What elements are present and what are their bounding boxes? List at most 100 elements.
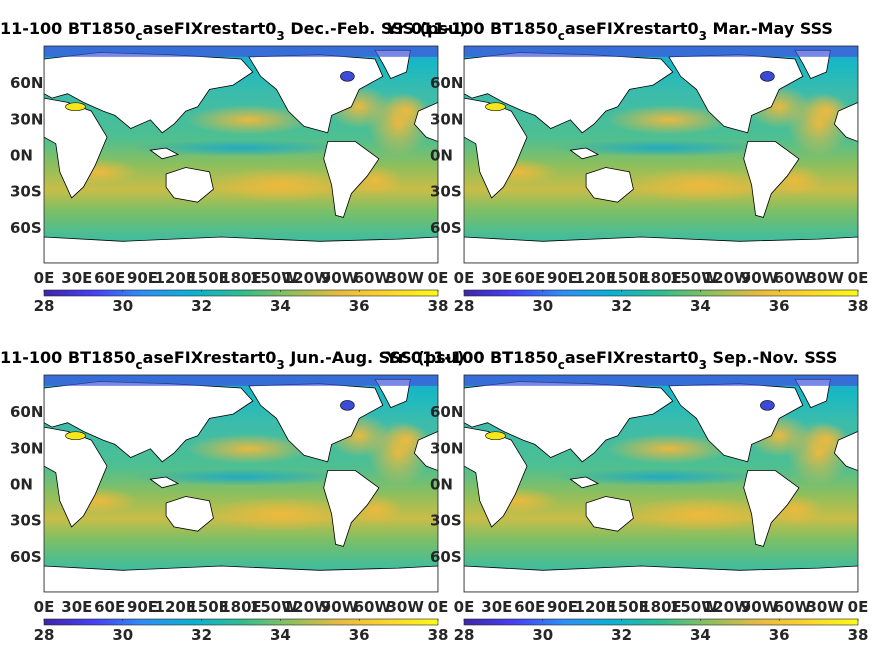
hudson-bay-patch <box>340 400 355 411</box>
atlantic-salty <box>367 91 431 157</box>
land-south-america <box>743 470 800 547</box>
xtick-label: 90E <box>547 269 578 287</box>
arctic-fresh <box>44 46 438 57</box>
xtick-label: 60E <box>94 598 125 616</box>
warm-region <box>629 167 772 203</box>
xtick-label: 120W <box>283 269 331 287</box>
land-south-america <box>743 141 800 218</box>
land-indonesia <box>569 476 600 489</box>
panel-title: 11-100 BT1850caseFIXrestart03 Dec.-Feb. … <box>0 19 467 43</box>
warm-region <box>209 496 352 532</box>
xtick-label: 30E <box>61 269 92 287</box>
colorbar-tick-label: 32 <box>191 297 212 315</box>
land-indonesia <box>149 147 180 160</box>
panel-title: 11-100 BT1850caseFIXrestart03 Jun.-Aug. … <box>0 348 464 372</box>
xtick-label: 30E <box>481 269 512 287</box>
mediterranean-patch <box>65 431 86 441</box>
map-frame <box>43 45 439 264</box>
xtick-label: 120E <box>575 598 617 616</box>
colorbar-tick-label: 36 <box>769 626 790 644</box>
colorbar-tick-label: 36 <box>769 297 790 315</box>
xtick-label: 60E <box>514 598 545 616</box>
land-australia <box>165 496 214 532</box>
warm-region <box>629 496 772 532</box>
xtick-label: 90W <box>321 269 359 287</box>
mediterranean-patch <box>65 102 86 112</box>
land-africa-west <box>833 430 858 471</box>
panel-title: Yr 011-100 BT1850caseFIXrestart03 Mar.-M… <box>385 19 833 43</box>
xtick-label: 0E <box>34 598 55 616</box>
xtick-label: 120E <box>155 269 197 287</box>
map-frame <box>463 45 859 264</box>
xtick-label: 60W <box>774 598 812 616</box>
mediterranean-patch <box>485 102 506 112</box>
colorbar-tick-label: 32 <box>191 626 212 644</box>
xtick-label: 150W <box>670 598 718 616</box>
xtick-label: 30W <box>806 269 844 287</box>
colorbar-tick-label: 34 <box>270 297 291 315</box>
warm-region <box>185 433 312 464</box>
land-africa-west <box>833 101 858 142</box>
colorbar-tick-label: 36 <box>349 297 370 315</box>
land-australia <box>585 496 634 532</box>
ytick-label: 0N <box>430 476 453 494</box>
ytick-label: 30N <box>430 439 463 457</box>
land-eurasia <box>464 52 674 134</box>
xtick-label: 150E <box>187 598 229 616</box>
land-antarctica <box>44 565 438 592</box>
land-indonesia <box>149 476 180 489</box>
land-eurasia <box>44 52 254 134</box>
xtick-label: 150E <box>187 269 229 287</box>
arctic-fresh <box>464 375 858 386</box>
land-south-america <box>323 470 380 547</box>
colorbar-tick-label: 36 <box>349 626 370 644</box>
xtick-label: 0E <box>454 269 475 287</box>
xtick-label: 0E <box>428 269 449 287</box>
arctic-fresh <box>464 46 858 57</box>
hudson-bay-patch <box>340 71 355 82</box>
colorbar-tick-label: 38 <box>848 626 869 644</box>
ytick-label: 30S <box>10 183 42 201</box>
warm-region <box>605 104 732 135</box>
xtick-label: 120W <box>703 598 751 616</box>
xtick-label: 60E <box>94 269 125 287</box>
salinity-map <box>44 375 438 592</box>
panel-3: 11-100 BT1850caseFIXrestart03 Jun.-Aug. … <box>0 348 513 644</box>
panel-1: 11-100 BT1850caseFIXrestart03 Dec.-Feb. … <box>0 19 513 315</box>
land-africa-west <box>413 101 438 142</box>
hudson-bay-patch <box>760 400 775 411</box>
ytick-label: 60S <box>430 219 462 237</box>
xtick-label: 90E <box>127 598 158 616</box>
land-antarctica <box>44 236 438 263</box>
warm-region <box>209 167 352 203</box>
xtick-label: 30W <box>806 598 844 616</box>
ytick-label: 60N <box>10 74 43 92</box>
xtick-label: 0E <box>848 269 869 287</box>
colorbar-tick-label: 34 <box>690 297 711 315</box>
xtick-label: 120E <box>155 598 197 616</box>
map-frame <box>43 374 439 593</box>
xtick-label: 180E <box>220 598 262 616</box>
colorbar-tick-label: 30 <box>112 297 133 315</box>
colorbar <box>463 618 859 626</box>
colorbar-tick-label: 28 <box>34 297 55 315</box>
colorbar-tick-label: 34 <box>690 626 711 644</box>
fresh-band <box>550 139 772 157</box>
land-eurasia <box>44 381 254 463</box>
xtick-label: 150W <box>250 269 298 287</box>
land-australia <box>165 167 214 203</box>
hudson-bay-patch <box>760 71 775 82</box>
ytick-label: 0N <box>10 476 33 494</box>
land-eurasia <box>464 381 674 463</box>
land-antarctica <box>464 565 858 592</box>
xtick-label: 120W <box>703 269 751 287</box>
atlantic-salty <box>787 420 851 486</box>
warm-region <box>185 104 312 135</box>
xtick-label: 150E <box>607 269 649 287</box>
ytick-label: 30S <box>10 512 42 530</box>
colorbar-tick-label: 38 <box>848 297 869 315</box>
xtick-label: 90W <box>741 598 779 616</box>
xtick-label: 60W <box>354 598 392 616</box>
colorbar <box>43 289 439 297</box>
xtick-label: 150W <box>250 598 298 616</box>
